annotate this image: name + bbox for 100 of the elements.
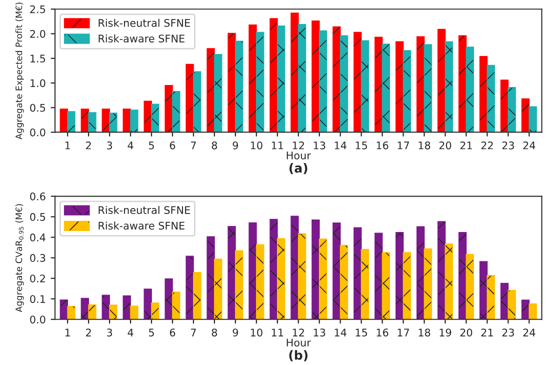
bar xyxy=(508,290,516,320)
bar xyxy=(340,35,348,132)
bar xyxy=(360,248,370,320)
bar xyxy=(270,18,278,132)
bar xyxy=(528,106,537,132)
x-tick-label: 8 xyxy=(212,141,218,150)
bar xyxy=(374,232,383,320)
bar xyxy=(360,40,370,132)
x-tick-label: 9 xyxy=(232,141,238,150)
bar xyxy=(437,28,446,132)
bar xyxy=(206,48,215,132)
text: (b) xyxy=(289,350,308,362)
bar xyxy=(466,46,474,132)
y-tick-label: 1.5 xyxy=(30,54,46,62)
bar xyxy=(479,56,488,132)
y-tick-label: 0.5 xyxy=(30,104,46,112)
x-tick-label: 24 xyxy=(523,141,536,150)
y-tick-label: 2.5 xyxy=(30,5,46,14)
bar xyxy=(416,36,425,132)
bar xyxy=(193,71,202,132)
bar xyxy=(256,32,264,132)
bar xyxy=(332,26,341,132)
x-tick-label: 19 xyxy=(440,328,452,336)
x-tick-label: 18 xyxy=(418,141,430,150)
bar xyxy=(437,221,446,320)
x-tick-label: 12 xyxy=(292,328,304,336)
bar xyxy=(186,256,194,320)
y-tick-label: 0.6 xyxy=(30,192,46,200)
bar xyxy=(528,303,537,320)
bar xyxy=(466,254,474,320)
bar xyxy=(298,233,306,320)
bar xyxy=(214,54,222,132)
x-tick-label: 15 xyxy=(356,328,368,336)
x-axis-title: Hour xyxy=(286,338,311,347)
x-tick-label: 21 xyxy=(481,328,493,336)
y-tick-label: 0.2 xyxy=(30,274,45,282)
bar xyxy=(444,41,453,132)
bar xyxy=(248,222,257,320)
bar xyxy=(228,32,236,132)
x-tick-label: 5 xyxy=(149,328,154,336)
bar xyxy=(312,20,320,132)
bar xyxy=(256,244,264,320)
x-tick-label: 24 xyxy=(523,328,536,336)
x-tick-label: 14 xyxy=(334,142,346,150)
bar xyxy=(206,236,215,320)
bar xyxy=(109,304,118,320)
x-tick-label: 18 xyxy=(418,328,430,336)
text: (a) xyxy=(290,163,308,174)
bar xyxy=(458,232,467,320)
x-tick-label: 23 xyxy=(502,328,514,336)
bar xyxy=(276,25,286,132)
x-tick-label: 16 xyxy=(376,141,388,150)
bar xyxy=(298,24,306,132)
x-tick-label: 20 xyxy=(460,328,472,336)
y-tick-label: 1.0 xyxy=(30,79,46,88)
bar xyxy=(102,294,110,320)
bar xyxy=(186,64,194,132)
x-tick-label: 17 xyxy=(398,328,410,336)
bar xyxy=(172,90,180,132)
y-axis-title: Aggregate CVaR$_{0.95}$ (M€) xyxy=(15,204,24,312)
bar xyxy=(374,36,383,132)
bar xyxy=(424,248,432,320)
bar xyxy=(270,218,278,320)
x-tick-label: 14 xyxy=(334,328,346,336)
bar xyxy=(214,258,222,320)
bar xyxy=(479,261,488,320)
x-tick-label: 11 xyxy=(272,328,284,336)
x-tick-label: 1 xyxy=(65,142,70,150)
bar xyxy=(130,306,138,320)
x-tick-label: 3 xyxy=(107,141,112,150)
bar xyxy=(172,292,180,320)
bar xyxy=(109,112,118,132)
x-tick-label: 12 xyxy=(292,141,304,150)
bar xyxy=(67,111,76,132)
y-tick-label: 0.0 xyxy=(30,316,46,324)
y-tick-label: 0.1 xyxy=(30,295,46,303)
bar xyxy=(164,85,173,132)
bar xyxy=(382,44,390,132)
bar xyxy=(164,278,173,320)
y-tick-label: 0.5 xyxy=(30,213,46,221)
bar xyxy=(130,110,138,132)
legend-label: Risk-aware SFNE xyxy=(98,222,184,230)
bar xyxy=(416,226,425,320)
bar xyxy=(193,272,202,320)
x-tick-label: 9 xyxy=(232,328,238,336)
x-tick-label: 7 xyxy=(191,328,196,336)
bar xyxy=(340,244,348,320)
y-tick-label: 0.3 xyxy=(30,254,46,262)
x-tick-label: 5 xyxy=(149,142,154,150)
bar xyxy=(151,104,160,132)
x-tick-label: 21 xyxy=(460,141,472,150)
bar xyxy=(402,252,412,320)
bar xyxy=(500,80,509,132)
x-tick-label: 2 xyxy=(86,141,91,150)
y-tick-label: 0.4 xyxy=(30,234,46,242)
x-tick-label: 6 xyxy=(170,141,176,150)
bar xyxy=(458,35,467,132)
bar xyxy=(500,282,509,320)
x-tick-label: 16 xyxy=(376,328,388,336)
bar xyxy=(290,12,299,132)
